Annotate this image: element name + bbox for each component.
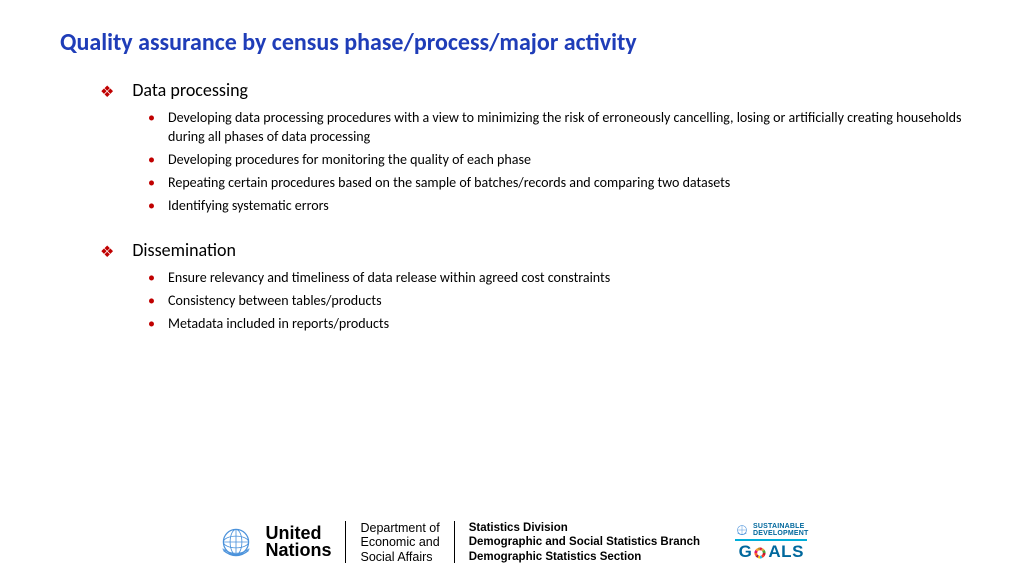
section-dissemination: ❖ Dissemination Ensure relevancy and tim…: [100, 239, 964, 334]
dept-line: Department of: [360, 521, 439, 535]
sdg-goals-text: G ALS: [739, 542, 804, 562]
sdg-logo-block: SUSTAINABLE DEVELOPMENT G: [734, 522, 808, 562]
dept-line: Economic and: [360, 535, 439, 549]
sdg-wheel-icon: [753, 546, 767, 560]
bullet-list: Ensure relevancy and timeliness of data …: [168, 269, 964, 334]
list-item: Developing data processing procedures wi…: [168, 109, 964, 147]
section-header: ❖ Data processing: [100, 79, 964, 101]
un-line2: Nations: [265, 542, 331, 559]
section-heading: Data processing: [132, 79, 248, 101]
slide: Quality assurance by census phase/proces…: [0, 0, 1024, 576]
un-emblem-icon: [215, 521, 257, 563]
list-item: Consistency between tables/products: [168, 292, 964, 311]
department-text: Department of Economic and Social Affair…: [360, 521, 439, 564]
stats-line: Demographic Statistics Section: [469, 550, 700, 564]
sdg-label: SUSTAINABLE DEVELOPMENT: [753, 523, 808, 537]
sdg-label-line: DEVELOPMENT: [753, 530, 808, 537]
un-name: United Nations: [265, 525, 331, 559]
list-item: Identifying systematic errors: [168, 197, 964, 216]
section-data-processing: ❖ Data processing Developing data proces…: [100, 79, 964, 215]
section-heading: Dissemination: [132, 239, 236, 261]
footer-divider: [454, 521, 455, 563]
sdg-emblem-icon: [734, 522, 750, 538]
list-item: Metadata included in reports/products: [168, 315, 964, 334]
list-item: Developing procedures for monitoring the…: [168, 151, 964, 170]
un-logo-block: United Nations: [215, 521, 331, 563]
sdg-divider-line: [735, 539, 807, 541]
bullet-list: Developing data processing procedures wi…: [168, 109, 964, 215]
list-item: Repeating certain procedures based on th…: [168, 174, 964, 193]
sdg-top: SUSTAINABLE DEVELOPMENT: [734, 522, 808, 538]
stats-line: Demographic and Social Statistics Branch: [469, 535, 700, 549]
footer-divider: [345, 521, 346, 563]
slide-title: Quality assurance by census phase/proces…: [60, 28, 964, 57]
section-header: ❖ Dissemination: [100, 239, 964, 261]
list-item: Ensure relevancy and timeliness of data …: [168, 269, 964, 288]
dept-line: Social Affairs: [360, 550, 439, 564]
sdg-g: G: [739, 542, 753, 562]
sdg-label-line: SUSTAINABLE: [753, 523, 808, 530]
diamond-bullet-icon: ❖: [100, 82, 114, 102]
stats-line: Statistics Division: [469, 521, 700, 535]
diamond-bullet-icon: ❖: [100, 242, 114, 262]
sdg-als: ALS: [768, 542, 804, 562]
statistics-text: Statistics Division Demographic and Soci…: [469, 521, 700, 564]
slide-footer: United Nations Department of Economic an…: [0, 521, 1024, 564]
